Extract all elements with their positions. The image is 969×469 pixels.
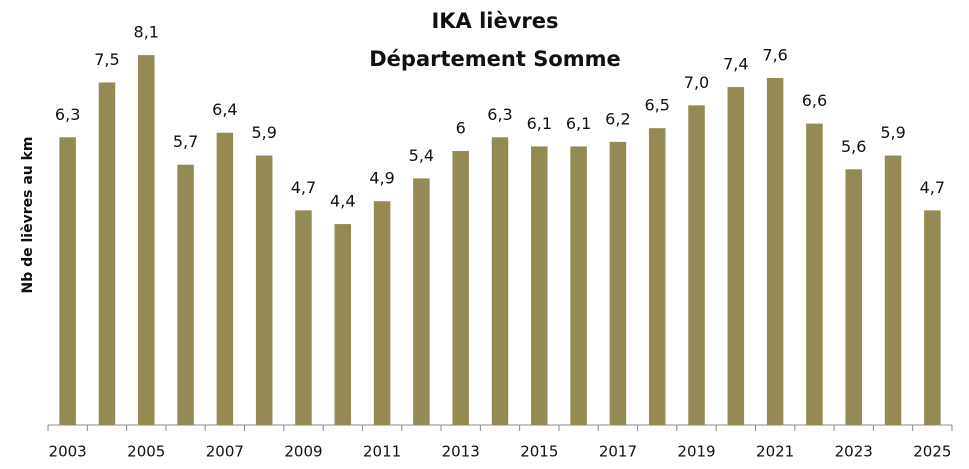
bar	[216, 132, 234, 425]
x-tick-label: 2021	[756, 443, 794, 461]
value-label: 4,7	[291, 178, 316, 197]
bar	[648, 128, 666, 425]
bar	[570, 146, 587, 425]
bar	[924, 210, 941, 425]
bar	[766, 77, 784, 425]
chart-title: IKA lièvres	[431, 9, 558, 33]
x-tick-label: 2019	[677, 443, 715, 461]
x-tick-label: 2007	[206, 443, 244, 461]
bar	[452, 151, 469, 425]
bar	[373, 201, 391, 425]
value-label: 4,4	[330, 192, 355, 211]
x-tick-label: 2025	[913, 443, 951, 461]
value-label: 6,1	[527, 114, 552, 133]
value-label: 6,3	[487, 105, 512, 124]
x-tick-label: 2005	[127, 443, 165, 461]
bar	[609, 141, 627, 425]
value-label: 6,2	[605, 109, 630, 128]
value-label: 4,9	[369, 169, 394, 188]
x-tick-label: 2013	[442, 443, 480, 461]
value-label: 6,1	[566, 114, 591, 133]
value-label: 5,6	[841, 137, 866, 156]
bar	[806, 123, 823, 425]
x-tick-label: 2015	[520, 443, 558, 461]
value-label: 7,4	[723, 55, 748, 74]
bar	[845, 169, 862, 425]
x-tick-label: 2009	[284, 443, 322, 461]
x-tick-label: 2023	[835, 443, 873, 461]
bar	[727, 87, 745, 426]
x-tick-label: 2017	[599, 443, 637, 461]
value-label: 7,0	[684, 73, 709, 92]
value-label: 5,7	[173, 132, 198, 151]
bar	[255, 155, 273, 426]
value-label: 6,6	[802, 91, 827, 110]
value-label: 6,4	[212, 100, 237, 119]
y-axis-label: Nb de lièvres au km	[20, 136, 36, 293]
value-label: 8,1	[134, 23, 159, 42]
bar	[177, 164, 194, 425]
value-label: 5,9	[251, 123, 276, 142]
bar	[98, 82, 116, 425]
value-label: 5,4	[409, 146, 434, 165]
bar	[531, 146, 548, 425]
value-label: 6,3	[55, 105, 80, 124]
value-label: 7,6	[762, 45, 787, 64]
bar	[688, 105, 705, 425]
bar	[59, 137, 76, 426]
value-label: 5,9	[880, 123, 905, 142]
bar	[138, 55, 155, 425]
value-label: 6	[456, 119, 466, 138]
value-label: 7,5	[94, 50, 119, 69]
value-label: 6,5	[644, 96, 669, 115]
x-tick-label: 2003	[49, 443, 87, 461]
bar	[491, 137, 509, 426]
chart-subtitle: Département Somme	[369, 47, 621, 71]
bar	[413, 178, 430, 425]
value-label: 4,7	[920, 178, 945, 197]
x-tick-label: 2011	[363, 443, 401, 461]
bar	[295, 210, 312, 425]
bar	[334, 224, 352, 425]
bar	[884, 155, 902, 426]
